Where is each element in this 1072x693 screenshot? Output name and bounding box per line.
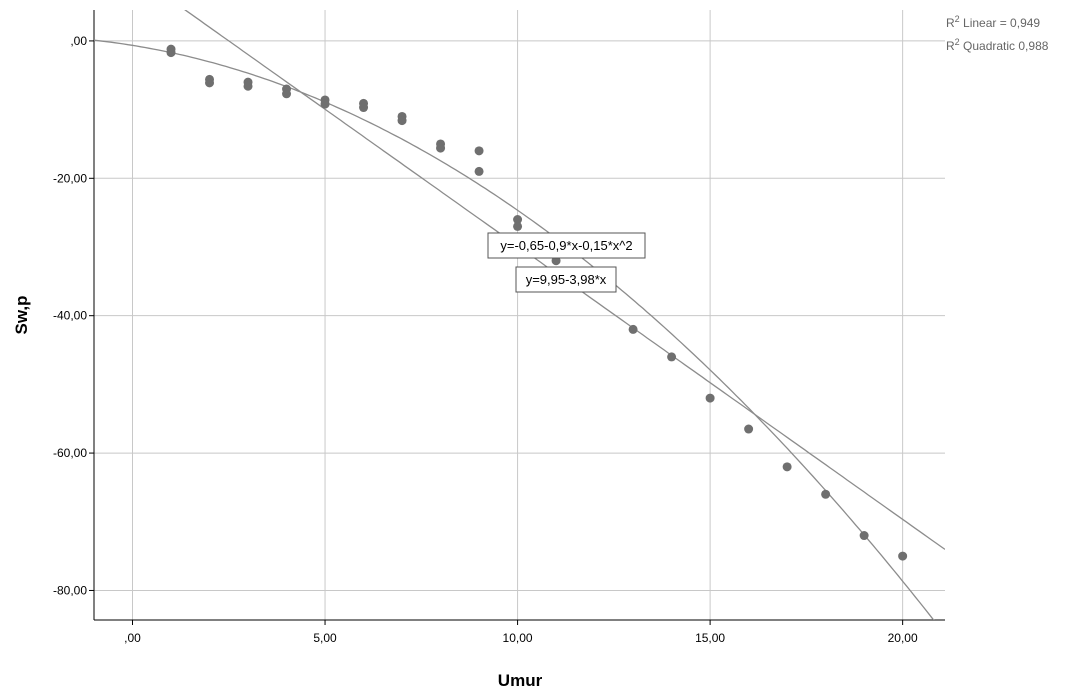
y-axis-title: Sw,p — [12, 295, 31, 334]
data-point — [282, 89, 292, 99]
data-point — [474, 146, 484, 156]
y-tick-label: -20,00 — [53, 171, 87, 185]
data-point — [243, 81, 253, 91]
data-point — [359, 103, 369, 113]
x-axis-title: Umur — [498, 671, 543, 690]
x-tick-label: 10,00 — [503, 631, 533, 645]
x-tick-label: 15,00 — [695, 631, 725, 645]
data-point — [744, 424, 754, 434]
linear-equation-label: y=9,95-3,98*x — [526, 272, 607, 287]
data-point — [705, 393, 715, 403]
fit-lines — [94, 10, 945, 620]
y-tick-label: -60,00 — [53, 446, 87, 460]
x-tick-label: 20,00 — [888, 631, 918, 645]
tick-labels: ,00 5,00 10,00 15,00 20,00 ,00 -20,00 -40,00 -60… — [53, 34, 918, 645]
data-point — [782, 462, 792, 472]
legend: R2 Linear = 0,949 R2 Quadratic 0,988 — [946, 14, 1049, 53]
data-point — [667, 352, 677, 362]
grid-lines — [94, 10, 945, 620]
equation-labels: y=9,95-3,98*x y=-0,65-0,9*x-0,15*x^2 — [487, 232, 646, 293]
data-point — [397, 116, 407, 126]
y-tick-label: ,00 — [70, 34, 87, 48]
y-tick-label: -80,00 — [53, 583, 87, 597]
data-points — [166, 44, 908, 561]
data-point — [320, 99, 330, 109]
y-tick-label: -40,00 — [53, 309, 87, 323]
x-tick-label: 5,00 — [313, 631, 337, 645]
data-point — [436, 143, 446, 153]
data-point — [166, 48, 176, 58]
data-point — [859, 531, 869, 541]
data-point — [474, 166, 484, 176]
quadratic-equation-label: y=-0,65-0,9*x-0,15*x^2 — [500, 238, 632, 253]
data-point — [821, 489, 831, 499]
data-point — [513, 215, 523, 225]
plot-axes — [93, 10, 945, 621]
data-point — [898, 551, 908, 561]
legend-entry: R2 Linear = 0,949 — [946, 14, 1040, 30]
data-point — [205, 78, 215, 88]
quadratic-equation-box: y=-0,65-0,9*x-0,15*x^2 — [487, 232, 646, 259]
data-point — [513, 221, 523, 231]
quadratic-fit-line — [94, 39, 935, 620]
data-point — [628, 324, 638, 334]
legend-entry: R2 Quadratic 0,988 — [946, 37, 1049, 53]
x-tick-label: ,00 — [124, 631, 141, 645]
linear-equation-box: y=9,95-3,98*x — [515, 266, 617, 293]
